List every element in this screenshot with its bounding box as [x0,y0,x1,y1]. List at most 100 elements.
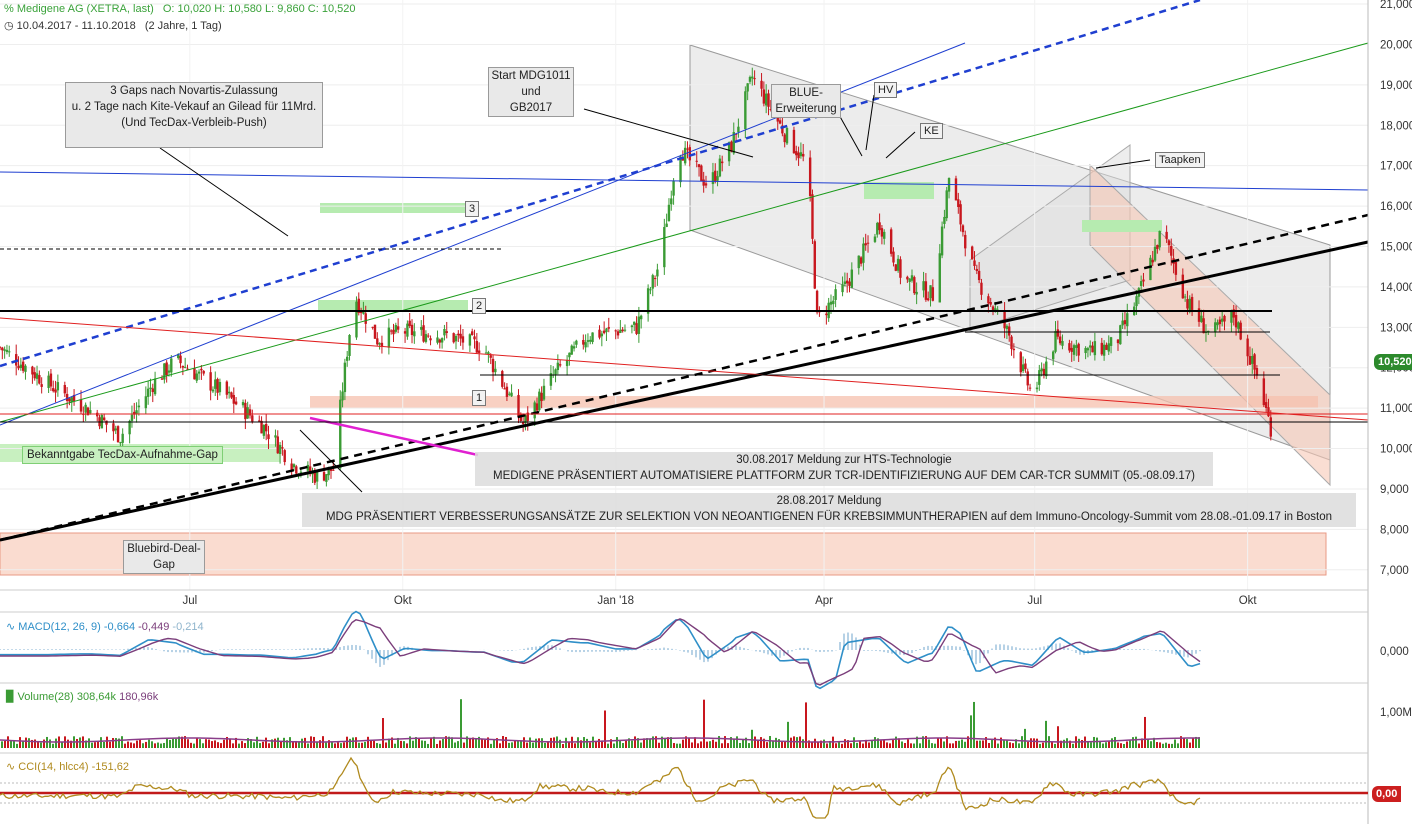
candle-body [906,276,909,280]
candle-body [864,243,867,246]
candle-body [49,373,53,387]
y-tick-label: 21,000 [1380,0,1412,11]
candle-body [1246,338,1249,357]
candle-body [440,338,444,343]
macd-label[interactable]: MACD(12, 26, 9) [18,621,101,633]
candle-body [394,325,398,332]
candle-body [616,331,620,336]
candle-body [795,151,798,156]
candle-body [785,127,789,144]
candle-body [1086,348,1090,351]
annotation-neoantigen-news: 28.08.2017 Meldung MDG PRÄSENTIERT VERBE… [302,493,1356,527]
candle-body [991,306,995,311]
candle-body [339,399,342,469]
candle-body [653,278,657,280]
trendline-red [0,317,1369,421]
candle-body [1100,342,1104,355]
macd-value-3: -0,214 [172,621,204,633]
candle-body [248,409,252,416]
volume-label[interactable]: Volume(28) [17,691,74,703]
candle-body [1126,313,1129,327]
candle-body [704,183,708,186]
candle-body [364,313,367,324]
instrument-title[interactable]: Medigene AG (XETRA, last) [16,3,154,15]
candle-body [56,382,60,391]
candle-body [35,373,39,379]
date-range[interactable]: 10.04.2017 - 11.10.2018 [16,20,136,32]
candle-body [568,352,571,358]
annotation-gaps-novartis: 3 Gaps nach Novartis-Zulassung u. 2 Tage… [65,82,323,148]
candle-body [1021,364,1025,372]
candle-body [843,281,847,285]
candle-body [927,298,930,301]
candle-body [651,275,654,289]
candle-body [857,255,860,269]
candle-body [1040,368,1043,372]
candle-body [769,109,773,111]
candle-body [47,375,50,388]
y-tick-label: 8,000 [1380,524,1409,536]
gap-zone-1 [310,396,1318,408]
candle-body [137,405,141,408]
candle-body [244,402,247,420]
candle-body [396,326,400,330]
cci-legend: ∿ CCI(14, hlcc4) -151,62 [6,760,129,773]
candle-body [1165,231,1168,239]
macd-legend: ∿ MACD(12, 26, 9) -0,664 -0,449 -0,214 [6,620,204,633]
candle-body [584,342,587,348]
x-tick-label: Okt [394,595,413,607]
candle-body [260,420,263,434]
y-tick-label: 17,000 [1380,161,1412,173]
candle-body [413,331,416,337]
candle-body [457,333,460,336]
candle-body [165,362,168,376]
volume-value-1: 308,64k [76,691,117,703]
neoantigen-news-body: MDG PRÄSENTIERT VERBESSERUNGSANSÄTZE ZUR… [325,511,1333,523]
candle-body [778,120,782,124]
pointer-taapken [1095,159,1151,169]
candle-body [1197,308,1201,322]
last-price-badge: 10,520 [1374,354,1412,370]
candle-body [1121,320,1124,326]
candle-body [313,472,317,483]
candle-body [197,371,201,374]
candle-body [667,204,671,222]
instrument-icon: % [4,3,14,15]
candle-body [1024,363,1027,370]
candle-body [760,80,763,89]
candle-body [1,347,4,351]
candle-body [649,289,652,291]
y-tick-label: 10,000 [1380,444,1412,456]
candle-body [389,330,393,332]
candle-body [232,395,235,404]
annotation-hts-news: 30.08.2017 Meldung zur HTS-Technologie M… [475,452,1213,486]
cci-zero-badge: 0,00 [1372,786,1402,802]
candle-body [510,392,513,397]
candle-body [267,434,270,440]
pointer-gaps [159,147,289,237]
candle-body [1232,309,1235,318]
candle-body [246,407,249,419]
candle-body [862,243,865,263]
candle-body [1084,347,1087,354]
candle-body [505,386,509,397]
candle-body [866,242,870,244]
trendline-blue-dashed [0,0,1201,368]
candle-body [373,324,377,339]
candle-body [533,402,536,419]
candle-body [494,368,497,373]
candle-body [17,365,20,369]
candle-body [964,234,967,249]
candle-body [702,179,705,186]
candle-body [38,375,41,384]
candle-body [31,366,34,375]
candle-body [994,308,997,311]
candle-body [575,340,578,345]
candle-body [697,164,701,168]
cci-label[interactable]: CCI(14, hlcc4) [18,761,89,773]
candle-body [202,370,205,374]
candle-body [1026,371,1029,386]
macd-icon: ∿ [6,621,16,633]
candle-body [1188,298,1191,312]
